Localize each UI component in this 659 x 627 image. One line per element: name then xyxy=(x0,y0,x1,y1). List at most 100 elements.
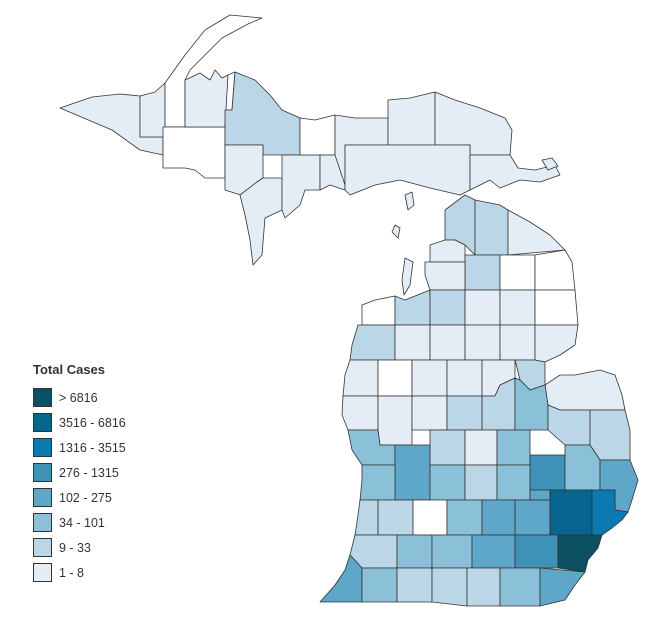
county[interactable] xyxy=(514,534,559,569)
county[interactable] xyxy=(564,444,601,491)
county[interactable] xyxy=(377,359,413,397)
county[interactable] xyxy=(549,489,593,536)
county[interactable] xyxy=(354,499,379,536)
county[interactable] xyxy=(474,199,509,256)
legend-item: 1316 - 3515 xyxy=(33,435,126,460)
county[interactable] xyxy=(299,114,336,156)
county[interactable] xyxy=(544,369,626,411)
county[interactable] xyxy=(224,71,301,156)
county[interactable] xyxy=(469,154,561,191)
county[interactable] xyxy=(466,567,501,607)
county[interactable] xyxy=(319,554,363,603)
legend-label: 34 - 101 xyxy=(59,515,105,530)
county xyxy=(541,157,559,171)
legend-swatch xyxy=(33,538,52,557)
county[interactable] xyxy=(499,289,536,326)
county[interactable] xyxy=(431,567,468,607)
county[interactable] xyxy=(547,404,591,446)
county[interactable] xyxy=(557,534,603,573)
legend-title: Total Cases xyxy=(33,362,106,377)
county[interactable] xyxy=(342,359,379,397)
county[interactable] xyxy=(239,177,283,266)
county[interactable] xyxy=(507,209,566,256)
legend-label: 9 - 33 xyxy=(59,540,91,555)
county[interactable] xyxy=(394,289,431,326)
county[interactable] xyxy=(464,324,501,361)
county xyxy=(404,191,415,211)
legend-item: 3516 - 6816 xyxy=(33,410,126,435)
county[interactable] xyxy=(412,499,448,536)
county[interactable] xyxy=(344,144,471,196)
county[interactable] xyxy=(446,499,483,536)
legend: Total Cases > 6816 3516 - 6816 1316 - 3515… xyxy=(33,362,126,585)
county[interactable] xyxy=(396,567,433,603)
county[interactable] xyxy=(429,324,466,361)
county[interactable] xyxy=(431,534,473,569)
legend-item: 9 - 33 xyxy=(33,535,126,560)
county[interactable] xyxy=(341,395,379,431)
county[interactable] xyxy=(499,324,536,361)
county[interactable] xyxy=(589,409,631,461)
county[interactable] xyxy=(377,499,414,536)
legend-label: 1 - 8 xyxy=(59,565,85,580)
legend-item: 1 - 8 xyxy=(33,560,126,585)
legend-item: 102 - 275 xyxy=(33,485,126,510)
county[interactable] xyxy=(162,126,226,179)
county[interactable] xyxy=(529,489,551,501)
county[interactable] xyxy=(464,464,498,501)
legend-swatch xyxy=(33,513,52,532)
county[interactable] xyxy=(534,289,579,326)
county[interactable] xyxy=(411,395,448,431)
county[interactable] xyxy=(446,359,483,397)
legend-label: 276 - 1315 xyxy=(59,465,119,480)
county[interactable] xyxy=(429,464,466,501)
county[interactable] xyxy=(359,464,396,501)
county[interactable] xyxy=(464,429,498,466)
county[interactable] xyxy=(394,444,431,501)
county[interactable] xyxy=(387,91,436,146)
legend-swatch xyxy=(33,463,52,482)
county[interactable] xyxy=(496,464,531,501)
county[interactable] xyxy=(361,295,396,326)
county[interactable] xyxy=(281,154,321,219)
county[interactable] xyxy=(496,429,531,466)
county[interactable] xyxy=(539,567,586,607)
legend-label: 1316 - 3515 xyxy=(59,440,126,455)
county[interactable] xyxy=(394,324,431,361)
county[interactable] xyxy=(429,429,466,466)
legend-label: 3516 - 6816 xyxy=(59,415,126,430)
county[interactable] xyxy=(534,249,576,291)
legend-label: 102 - 275 xyxy=(59,490,112,505)
county[interactable] xyxy=(184,69,229,128)
legend-swatch xyxy=(33,488,52,507)
county[interactable] xyxy=(396,534,433,569)
county[interactable] xyxy=(464,254,501,291)
county[interactable] xyxy=(361,567,398,603)
legend-swatch xyxy=(33,563,52,582)
county[interactable] xyxy=(411,359,448,397)
county[interactable] xyxy=(464,289,501,326)
county[interactable] xyxy=(349,324,396,361)
county[interactable] xyxy=(499,254,536,291)
county xyxy=(391,224,401,239)
legend-item: 276 - 1315 xyxy=(33,460,126,485)
county xyxy=(401,257,414,296)
legend-item: 34 - 101 xyxy=(33,510,126,535)
legend-swatch xyxy=(33,413,52,432)
county[interactable] xyxy=(499,567,541,607)
county[interactable] xyxy=(377,395,413,446)
county[interactable] xyxy=(481,499,516,536)
county[interactable] xyxy=(534,324,579,363)
county[interactable] xyxy=(139,82,166,138)
county[interactable] xyxy=(529,454,566,491)
county[interactable] xyxy=(424,261,466,291)
county[interactable] xyxy=(471,534,516,569)
county[interactable] xyxy=(429,289,466,326)
county[interactable] xyxy=(429,239,466,263)
legend-item: > 6816 xyxy=(33,385,126,410)
legend-swatch xyxy=(33,438,52,457)
county[interactable] xyxy=(514,499,551,536)
county[interactable] xyxy=(446,395,483,431)
